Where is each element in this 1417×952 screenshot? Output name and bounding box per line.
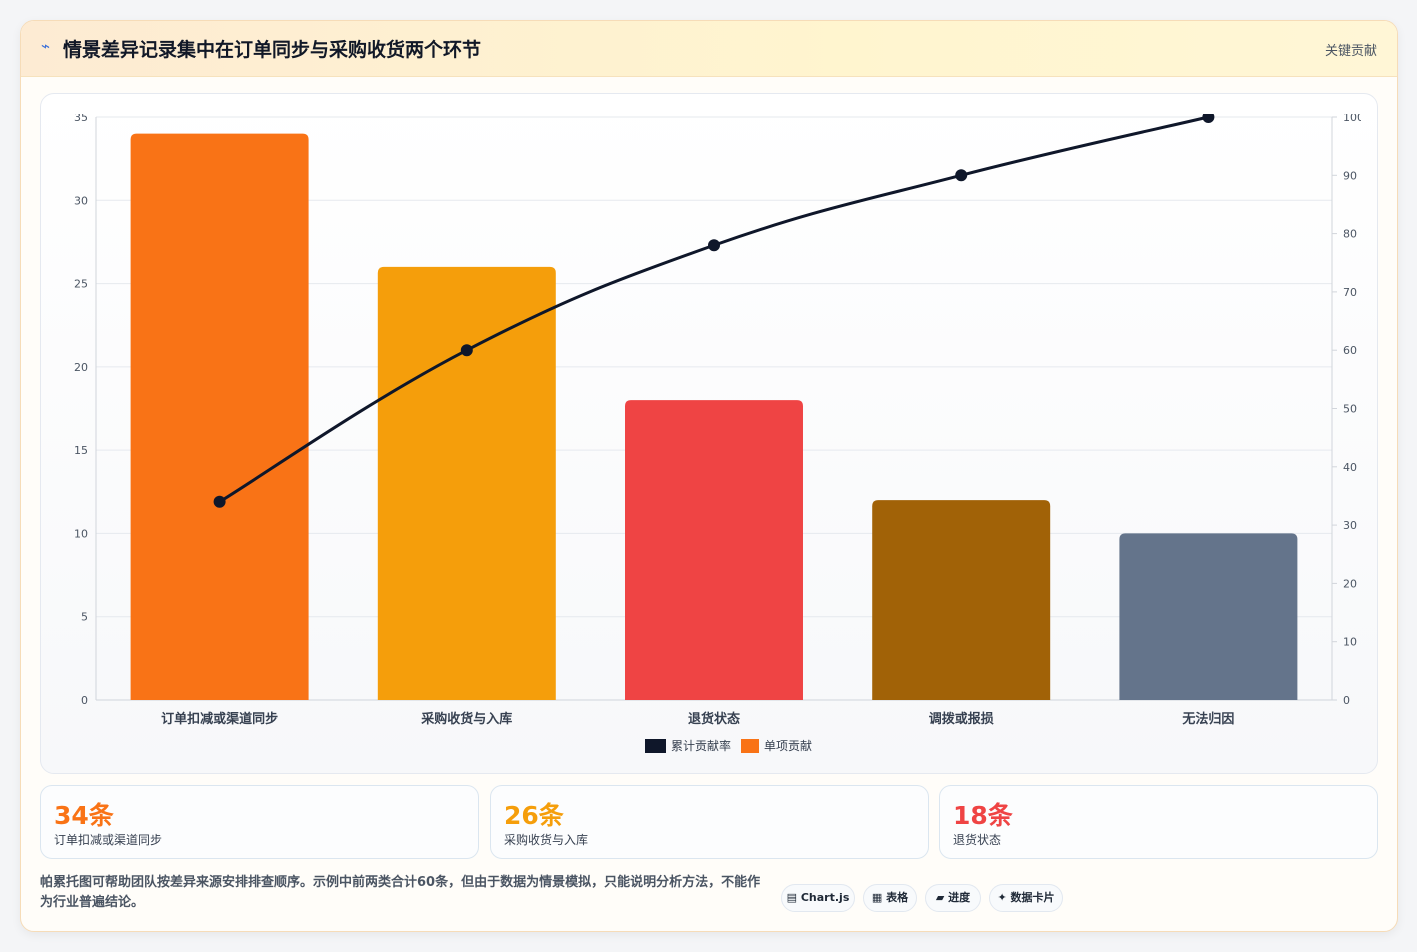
report-card: ⌁ 情景差异记录集中在订单同步与采购收货两个环节 关键贡献 0 5 10 15 20 25… bbox=[20, 20, 1398, 932]
bar-5 bbox=[1119, 533, 1298, 700]
y-left-tick-label: 0 bbox=[81, 694, 88, 707]
stat-card-3: 18条 退货状态 bbox=[939, 785, 1378, 859]
y-right-tick-label: 90 bbox=[1343, 169, 1357, 182]
legend-label-single: 单项贡献 bbox=[764, 738, 812, 753]
legend-swatch-single bbox=[741, 739, 759, 753]
x-tick-label: 无法归因 bbox=[1181, 711, 1234, 727]
pill-table[interactable]: ▦ 表格 bbox=[863, 884, 917, 912]
bar-4 bbox=[872, 500, 1051, 700]
x-tick-label: 调拨或报损 bbox=[929, 711, 994, 727]
stat-value-3: 18条 bbox=[953, 801, 1013, 830]
lightning-icon: ⌁ bbox=[41, 37, 51, 55]
pareto-chart-panel: 0 5 10 15 20 25 30 35 0 10 20 30 40 50 60 70 80 90 100 订单扣减… bbox=[40, 93, 1378, 774]
x-tick-label: 退货状态 bbox=[688, 711, 740, 727]
y-left-tick-label: 25 bbox=[74, 278, 88, 291]
cumulative-point-2 bbox=[460, 344, 473, 357]
pareto-chart: 0 5 10 15 20 25 30 35 0 10 20 30 40 50 60 70 80 90 100 订单扣减… bbox=[74, 114, 1361, 753]
y-right-tick-label: 80 bbox=[1343, 228, 1357, 241]
y-right-tick-label: 0 bbox=[1343, 694, 1350, 707]
stat-value-2: 26条 bbox=[504, 801, 564, 830]
y-right-tick-label: 30 bbox=[1343, 519, 1357, 532]
x-tick-label: 采购收货与入库 bbox=[420, 711, 512, 727]
stat-value-1: 34条 bbox=[54, 801, 114, 830]
pill-label: Chart.js bbox=[800, 891, 850, 904]
calendar-icon: ▤ bbox=[786, 891, 798, 904]
stat-label-1: 订单扣减或渠道同步 bbox=[54, 833, 163, 847]
y-left-tick-label: 5 bbox=[81, 611, 88, 624]
pill-chartjs[interactable]: ▤ Chart.js bbox=[781, 884, 855, 912]
cumulative-point-3 bbox=[708, 239, 720, 252]
stat-label-2: 采购收货与入库 bbox=[504, 833, 589, 847]
card-title: 情景差异记录集中在订单同步与采购收货两个环节 bbox=[63, 39, 482, 61]
table-icon: ▦ bbox=[871, 891, 883, 904]
pill-data-card[interactable]: ✦ 数据卡片 bbox=[989, 884, 1063, 912]
y-right-tick-label: 50 bbox=[1343, 403, 1357, 416]
pill-progress[interactable]: ▰ 进度 bbox=[925, 884, 981, 912]
card-header: ⌁ 情景差异记录集中在订单同步与采购收货两个环节 关键贡献 bbox=[21, 21, 1397, 77]
y-left-tick-label: 15 bbox=[74, 444, 88, 457]
pill-label: 进度 bbox=[948, 891, 971, 904]
x-tick-label: 订单扣减或渠道同步 bbox=[161, 711, 278, 727]
bar-2 bbox=[377, 266, 556, 700]
y-right-tick-label: 40 bbox=[1343, 461, 1357, 474]
cumulative-point-5 bbox=[1202, 114, 1215, 123]
legend-label-cumulative: 累计贡献率 bbox=[671, 738, 731, 753]
y-right-tick-label: 100 bbox=[1343, 114, 1361, 124]
footnote-text: 帕累托图可帮助团队按差异来源安排排查顺序。示例中前两类合计60条，但由于数据为情… bbox=[40, 875, 761, 910]
y-left-tick-label: 35 bbox=[74, 114, 88, 124]
y-right-tick-label: 60 bbox=[1343, 344, 1357, 357]
header-tag: 关键贡献 bbox=[1324, 44, 1377, 59]
sparkle-icon: ✦ bbox=[997, 891, 1007, 904]
progress-icon: ▰ bbox=[935, 891, 945, 904]
bar-3 bbox=[625, 400, 803, 700]
y-left-tick-label: 30 bbox=[74, 194, 88, 207]
pill-label: 数据卡片 bbox=[1010, 891, 1055, 904]
cumulative-point-4 bbox=[955, 169, 968, 182]
y-right-tick-label: 10 bbox=[1343, 636, 1357, 649]
stat-label-3: 退货状态 bbox=[953, 833, 1002, 847]
stat-card-2: 26条 采购收货与入库 bbox=[490, 785, 929, 859]
legend-swatch-cumulative bbox=[645, 739, 666, 753]
stat-card-1: 34条 订单扣减或渠道同步 bbox=[40, 785, 479, 859]
pill-label: 表格 bbox=[886, 891, 909, 904]
y-right-tick-label: 20 bbox=[1343, 577, 1357, 590]
y-left-tick-label: 20 bbox=[74, 361, 88, 374]
cumulative-point-1 bbox=[213, 495, 226, 508]
bar-1 bbox=[130, 133, 309, 701]
y-left-tick-label: 10 bbox=[74, 527, 88, 540]
y-right-tick-label: 70 bbox=[1343, 286, 1357, 299]
